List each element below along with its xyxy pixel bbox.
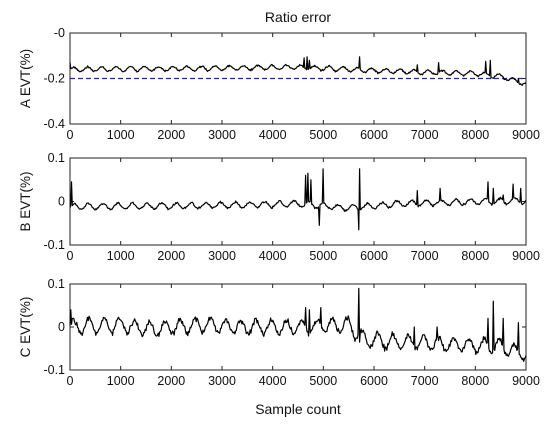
panel-a-x-tick-label: 8000: [461, 128, 489, 142]
panel-b-x-tick-label: 1000: [107, 249, 135, 263]
panel-b-y-tick-label: 0.1: [48, 151, 65, 165]
panel-c-y-axis-label: C EVT(%): [18, 297, 33, 358]
panel-c-x-tick-label: 3000: [208, 374, 236, 388]
panel-c-x-tick-label: 8000: [461, 374, 489, 388]
panel-a-y-tick-label: -0.4: [43, 117, 65, 131]
panel-c-x-tick-label: 7000: [411, 374, 439, 388]
panel-c-y-tick-label: -0.1: [43, 363, 65, 377]
panel-a-series-line: [69, 56, 527, 87]
panel-c-x-tick-label: 2000: [157, 374, 185, 388]
panel-a-x-tick-label: 6000: [360, 128, 388, 142]
panel-b-x-tick-label: 4000: [259, 249, 287, 263]
panel-b: 0 1000 2000 3000 4000 5000 6000 7000 8000 9000 -0.…: [18, 151, 540, 263]
panel-c-x-tick-label: 6000: [360, 374, 388, 388]
panel-c-x-tick-label: 5000: [309, 374, 337, 388]
panel-b-x-tick-label: 9000: [512, 249, 540, 263]
panel-b-axes: [69, 157, 527, 246]
panel-c-x-tick-label: 1000: [107, 374, 135, 388]
panel-c: 0 1000 2000 3000 4000 5000 6000 7000 8000 9000 -0.…: [18, 277, 540, 388]
panel-b-x-tick-label: 7000: [411, 249, 439, 263]
panel-a-x-tick-label: 9000: [512, 128, 540, 142]
panel-b-series-line: [69, 168, 527, 231]
panel-c-x-tick-label: 0: [67, 374, 74, 388]
panel-b-x-tick-label: 0: [67, 249, 74, 263]
panel-c-x-tick-label: 9000: [512, 374, 540, 388]
panel-a-x-tick-label: 3000: [208, 128, 236, 142]
panel-b-x-tick-label: 5000: [309, 249, 337, 263]
panel-a-x-tick-label: 2000: [157, 128, 185, 142]
panel-c-x-tick-label: 4000: [259, 374, 287, 388]
panel-a-y-tick-label: -0: [54, 26, 65, 40]
panel-a-y-tick-label: -0.2: [43, 72, 65, 86]
panel-c-series-line: [69, 287, 527, 362]
panel-b-y-tick-label: 0: [58, 195, 65, 209]
panel-a-x-tick-label: 4000: [259, 128, 287, 142]
panel-a-x-tick-label: 1000: [107, 128, 135, 142]
panel-b-x-tick-label: 6000: [360, 249, 388, 263]
figure-title: Ratio error: [265, 9, 331, 25]
panel-b-y-axis-label: B EVT(%): [18, 171, 33, 231]
panel-b-x-tick-label: 3000: [208, 249, 236, 263]
panel-a: 0 1000 2000 3000 4000 5000 6000 7000 8000 9000 -0.…: [18, 26, 540, 142]
panel-a-y-axis-label: A EVT(%): [18, 49, 33, 108]
panel-a-x-tick-label: 0: [67, 128, 74, 142]
panel-c-y-tick-label: 0.1: [48, 277, 65, 291]
panel-b-x-tick-label: 8000: [461, 249, 489, 263]
panel-b-y-tick-label: -0.1: [43, 238, 65, 252]
x-axis-label: Sample count: [255, 401, 341, 417]
panel-a-x-tick-label: 7000: [411, 128, 439, 142]
panel-a-x-tick-label: 5000: [309, 128, 337, 142]
panel-c-y-tick-label: 0: [58, 320, 65, 334]
panel-b-x-tick-label: 2000: [157, 249, 185, 263]
